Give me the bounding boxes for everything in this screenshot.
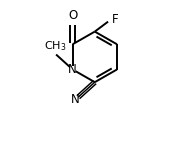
Text: O: O	[68, 9, 77, 22]
Text: N: N	[71, 93, 80, 106]
Text: CH$_3$: CH$_3$	[44, 39, 67, 53]
Text: N: N	[68, 63, 77, 76]
Text: F: F	[111, 13, 118, 26]
